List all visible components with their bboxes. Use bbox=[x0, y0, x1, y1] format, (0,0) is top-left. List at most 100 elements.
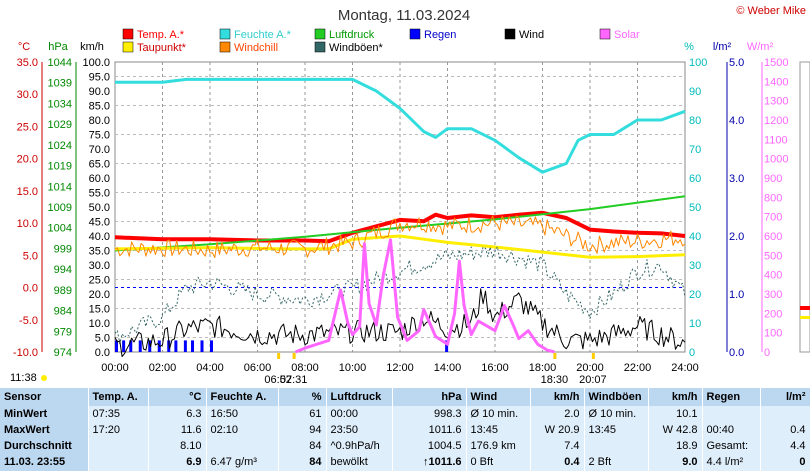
cell: 17:20 bbox=[88, 422, 149, 439]
rain-bar bbox=[210, 340, 213, 352]
wind-axis-tick: 5.0 bbox=[95, 333, 110, 345]
series-line bbox=[294, 238, 555, 354]
legend-label: Temp. A.* bbox=[137, 29, 185, 41]
header-gusts-unit: km/h bbox=[648, 388, 703, 407]
wind-axis-tick: 15.0 bbox=[89, 304, 110, 316]
series-line bbox=[114, 288, 686, 358]
legend-label: Windchill bbox=[234, 42, 278, 54]
rain-bar bbox=[445, 340, 449, 352]
cell: 4.4 bbox=[760, 438, 810, 455]
stats-row-min: MinWert 07:35 6.3 16:50 61 00:00 998.3 Ø… bbox=[0, 406, 810, 423]
solar-axis-tick: 0 bbox=[764, 347, 770, 359]
cell: 0 bbox=[760, 454, 810, 471]
cell: 16:50 bbox=[206, 406, 279, 423]
left-marker-dot bbox=[41, 375, 47, 381]
cell: 0 Bft bbox=[466, 454, 531, 471]
sun-marker-label: 20:07 bbox=[579, 374, 607, 386]
pressure-axis-tick: 979 bbox=[54, 326, 72, 338]
header-sensor: Sensor bbox=[0, 388, 89, 407]
legend-label: Regen bbox=[424, 29, 456, 41]
wind-axis-tick: 30.0 bbox=[89, 260, 110, 272]
humidity-axis-tick: 10 bbox=[689, 318, 701, 330]
humidity-axis-tick: 80 bbox=[689, 115, 701, 127]
temp-axis-tick: 15.0 bbox=[17, 186, 38, 198]
humidity-axis-tick: 70 bbox=[689, 144, 701, 156]
cell: W 42.8 bbox=[648, 422, 703, 439]
cell: 2.0 bbox=[530, 406, 585, 423]
legend-swatch bbox=[409, 28, 421, 40]
sun-marker-label: 06:52 bbox=[264, 374, 292, 386]
pressure-axis-tick: 1014 bbox=[48, 181, 72, 193]
rain-bar bbox=[115, 340, 118, 352]
cell bbox=[206, 438, 279, 455]
series-line bbox=[114, 234, 686, 259]
legend-swatch bbox=[219, 41, 231, 53]
rain-bar bbox=[191, 340, 194, 352]
x-tick-label: 04:00 bbox=[196, 362, 224, 374]
solar-axis-tick: 900 bbox=[764, 173, 782, 185]
pressure-axis-unit: hPa bbox=[48, 41, 68, 53]
sun-marker bbox=[591, 353, 595, 359]
cell: 998.3 bbox=[392, 406, 467, 423]
wind-axis-unit: km/h bbox=[80, 41, 104, 53]
extra-strip bbox=[799, 61, 810, 353]
pressure-axis-tick: 1024 bbox=[48, 140, 72, 152]
legend-swatch bbox=[314, 28, 326, 40]
stats-row-max: MaxWert 17:20 11.6 02:10 94 23:50 1011.6… bbox=[0, 422, 810, 439]
cell: 13:45 bbox=[466, 422, 531, 439]
x-tick-label: 08:00 bbox=[291, 362, 319, 374]
stats-row-current: 11.03. 23:55 6.9 6.47 g/m³ 84 bewölkt ↑1… bbox=[0, 454, 810, 471]
legend-swatch bbox=[219, 28, 231, 40]
x-tick-label: 10:00 bbox=[339, 362, 367, 374]
wind-axis-tick: 80.0 bbox=[89, 115, 110, 127]
wind-axis-tick: 75.0 bbox=[89, 130, 110, 142]
pressure-axis-tick: 1029 bbox=[48, 119, 72, 131]
brand-label: © Weber Mike bbox=[736, 5, 806, 17]
cell: 10.1 bbox=[648, 406, 703, 423]
header-wind: Wind bbox=[466, 388, 531, 407]
x-tick-label: 18:00 bbox=[529, 362, 557, 374]
header-temp-unit: °C bbox=[148, 388, 207, 407]
pressure-axis-tick: 1039 bbox=[48, 78, 72, 90]
rain-bar bbox=[183, 340, 187, 352]
series-line bbox=[114, 210, 686, 244]
stats-header-row: Sensor Temp. A. °C Feuchte A. % Luftdruc… bbox=[0, 388, 810, 407]
cell: 8.10 bbox=[148, 438, 207, 455]
temp-axis-tick: -10.0 bbox=[13, 347, 38, 359]
header-pressure: Luftdruck bbox=[326, 388, 393, 407]
x-tick-label: 24:00 bbox=[671, 362, 699, 374]
header-humidity: Feuchte A. bbox=[206, 388, 279, 407]
wind-axis-tick: 90.0 bbox=[89, 86, 110, 98]
cell: 0.4 bbox=[530, 454, 585, 471]
wind-axis-tick: 45.0 bbox=[89, 217, 110, 229]
x-tick-label: 14:00 bbox=[434, 362, 462, 374]
rain-bar bbox=[200, 340, 204, 352]
legend-label: Wind bbox=[519, 29, 544, 41]
cell: ↑1011.6 bbox=[392, 454, 467, 471]
solar-axis-tick: 800 bbox=[764, 192, 782, 204]
pressure-axis-tick: 994 bbox=[54, 264, 72, 276]
header-rain-unit: l/m² bbox=[760, 388, 810, 407]
humidity-axis-tick: 20 bbox=[689, 289, 701, 301]
cell bbox=[88, 438, 149, 455]
cell: 00:40 bbox=[702, 422, 761, 439]
cell bbox=[702, 406, 761, 423]
wind-axis-tick: 10.0 bbox=[89, 318, 110, 330]
humidity-axis-tick: 100 bbox=[689, 57, 707, 69]
solar-axis-tick: 400 bbox=[764, 270, 782, 282]
x-tick-label: 20:00 bbox=[576, 362, 604, 374]
row-label: MaxWert bbox=[0, 422, 89, 439]
solar-axis-tick: 1300 bbox=[764, 96, 788, 108]
series-line bbox=[115, 77, 686, 174]
rain-bar bbox=[174, 340, 178, 352]
solar-axis-tick: 500 bbox=[764, 250, 782, 262]
header-rain: Regen bbox=[702, 388, 761, 407]
solar-axis-tick: 700 bbox=[764, 212, 782, 224]
series-line bbox=[114, 246, 686, 345]
wind-axis-tick: 20.0 bbox=[89, 289, 110, 301]
wind-axis-tick: 55.0 bbox=[89, 188, 110, 200]
wind-axis-tick: 25.0 bbox=[89, 275, 110, 287]
cell: 23:50 bbox=[326, 422, 393, 439]
temp-axis-tick: 35.0 bbox=[17, 57, 38, 69]
